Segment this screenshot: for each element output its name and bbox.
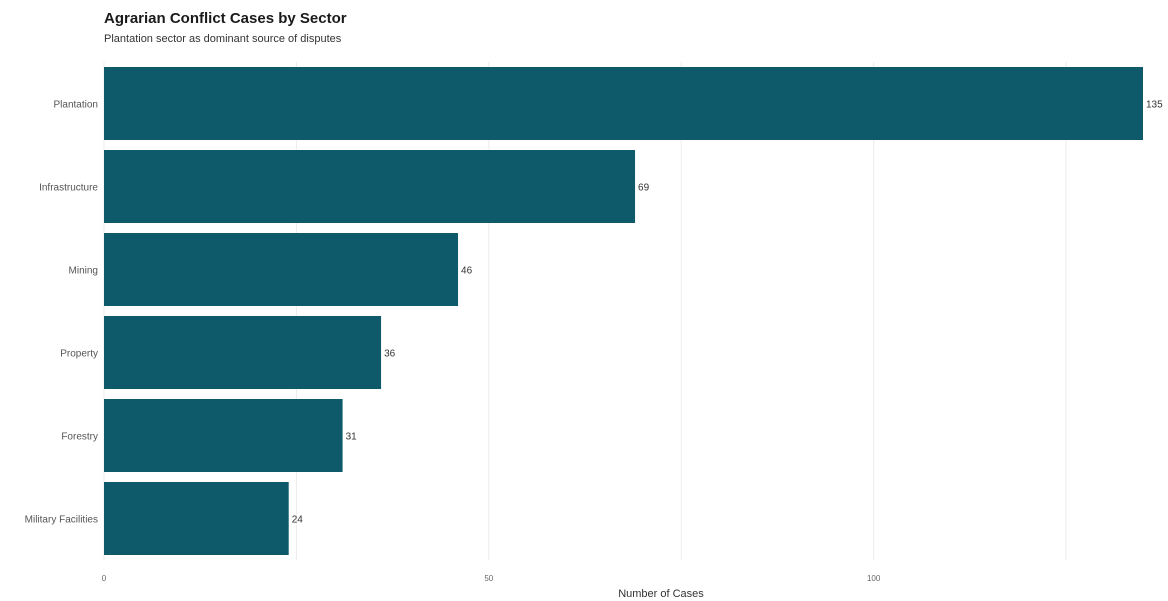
category-label: Military Facilities	[25, 515, 98, 526]
category-label: Property	[60, 349, 98, 360]
value-label: 135	[1146, 100, 1163, 111]
value-label: 31	[346, 432, 358, 443]
category-label: Infrastructure	[39, 183, 98, 194]
labels: 0 50 100 Plantation 135 Infrastructure 69 Minin…	[25, 100, 1163, 584]
value-label: 69	[638, 183, 650, 194]
bars	[104, 67, 1143, 555]
bar-forestry	[104, 399, 343, 472]
category-label: Plantation	[54, 100, 98, 111]
bar-infrastructure	[104, 150, 636, 223]
value-label: 46	[461, 266, 473, 277]
gridlines	[103, 62, 1067, 560]
x-tick-label: 100	[867, 574, 881, 583]
chart-title: Agrarian Conflict Cases by Sector	[104, 10, 347, 27]
bar-military-facilities	[104, 482, 289, 555]
category-label: Mining	[69, 266, 98, 277]
bar-property	[104, 316, 382, 389]
chart-subtitle: Plantation sector as dominant source of …	[104, 33, 342, 45]
x-tick-label: 50	[484, 574, 493, 583]
bar-mining	[104, 233, 459, 306]
bar-plantation	[104, 67, 1143, 140]
x-tick-label: 0	[102, 574, 107, 583]
value-label: 36	[384, 349, 396, 360]
value-label: 24	[292, 515, 304, 526]
x-axis-title: Number of Cases	[618, 588, 704, 600]
category-label: Forestry	[61, 432, 98, 443]
